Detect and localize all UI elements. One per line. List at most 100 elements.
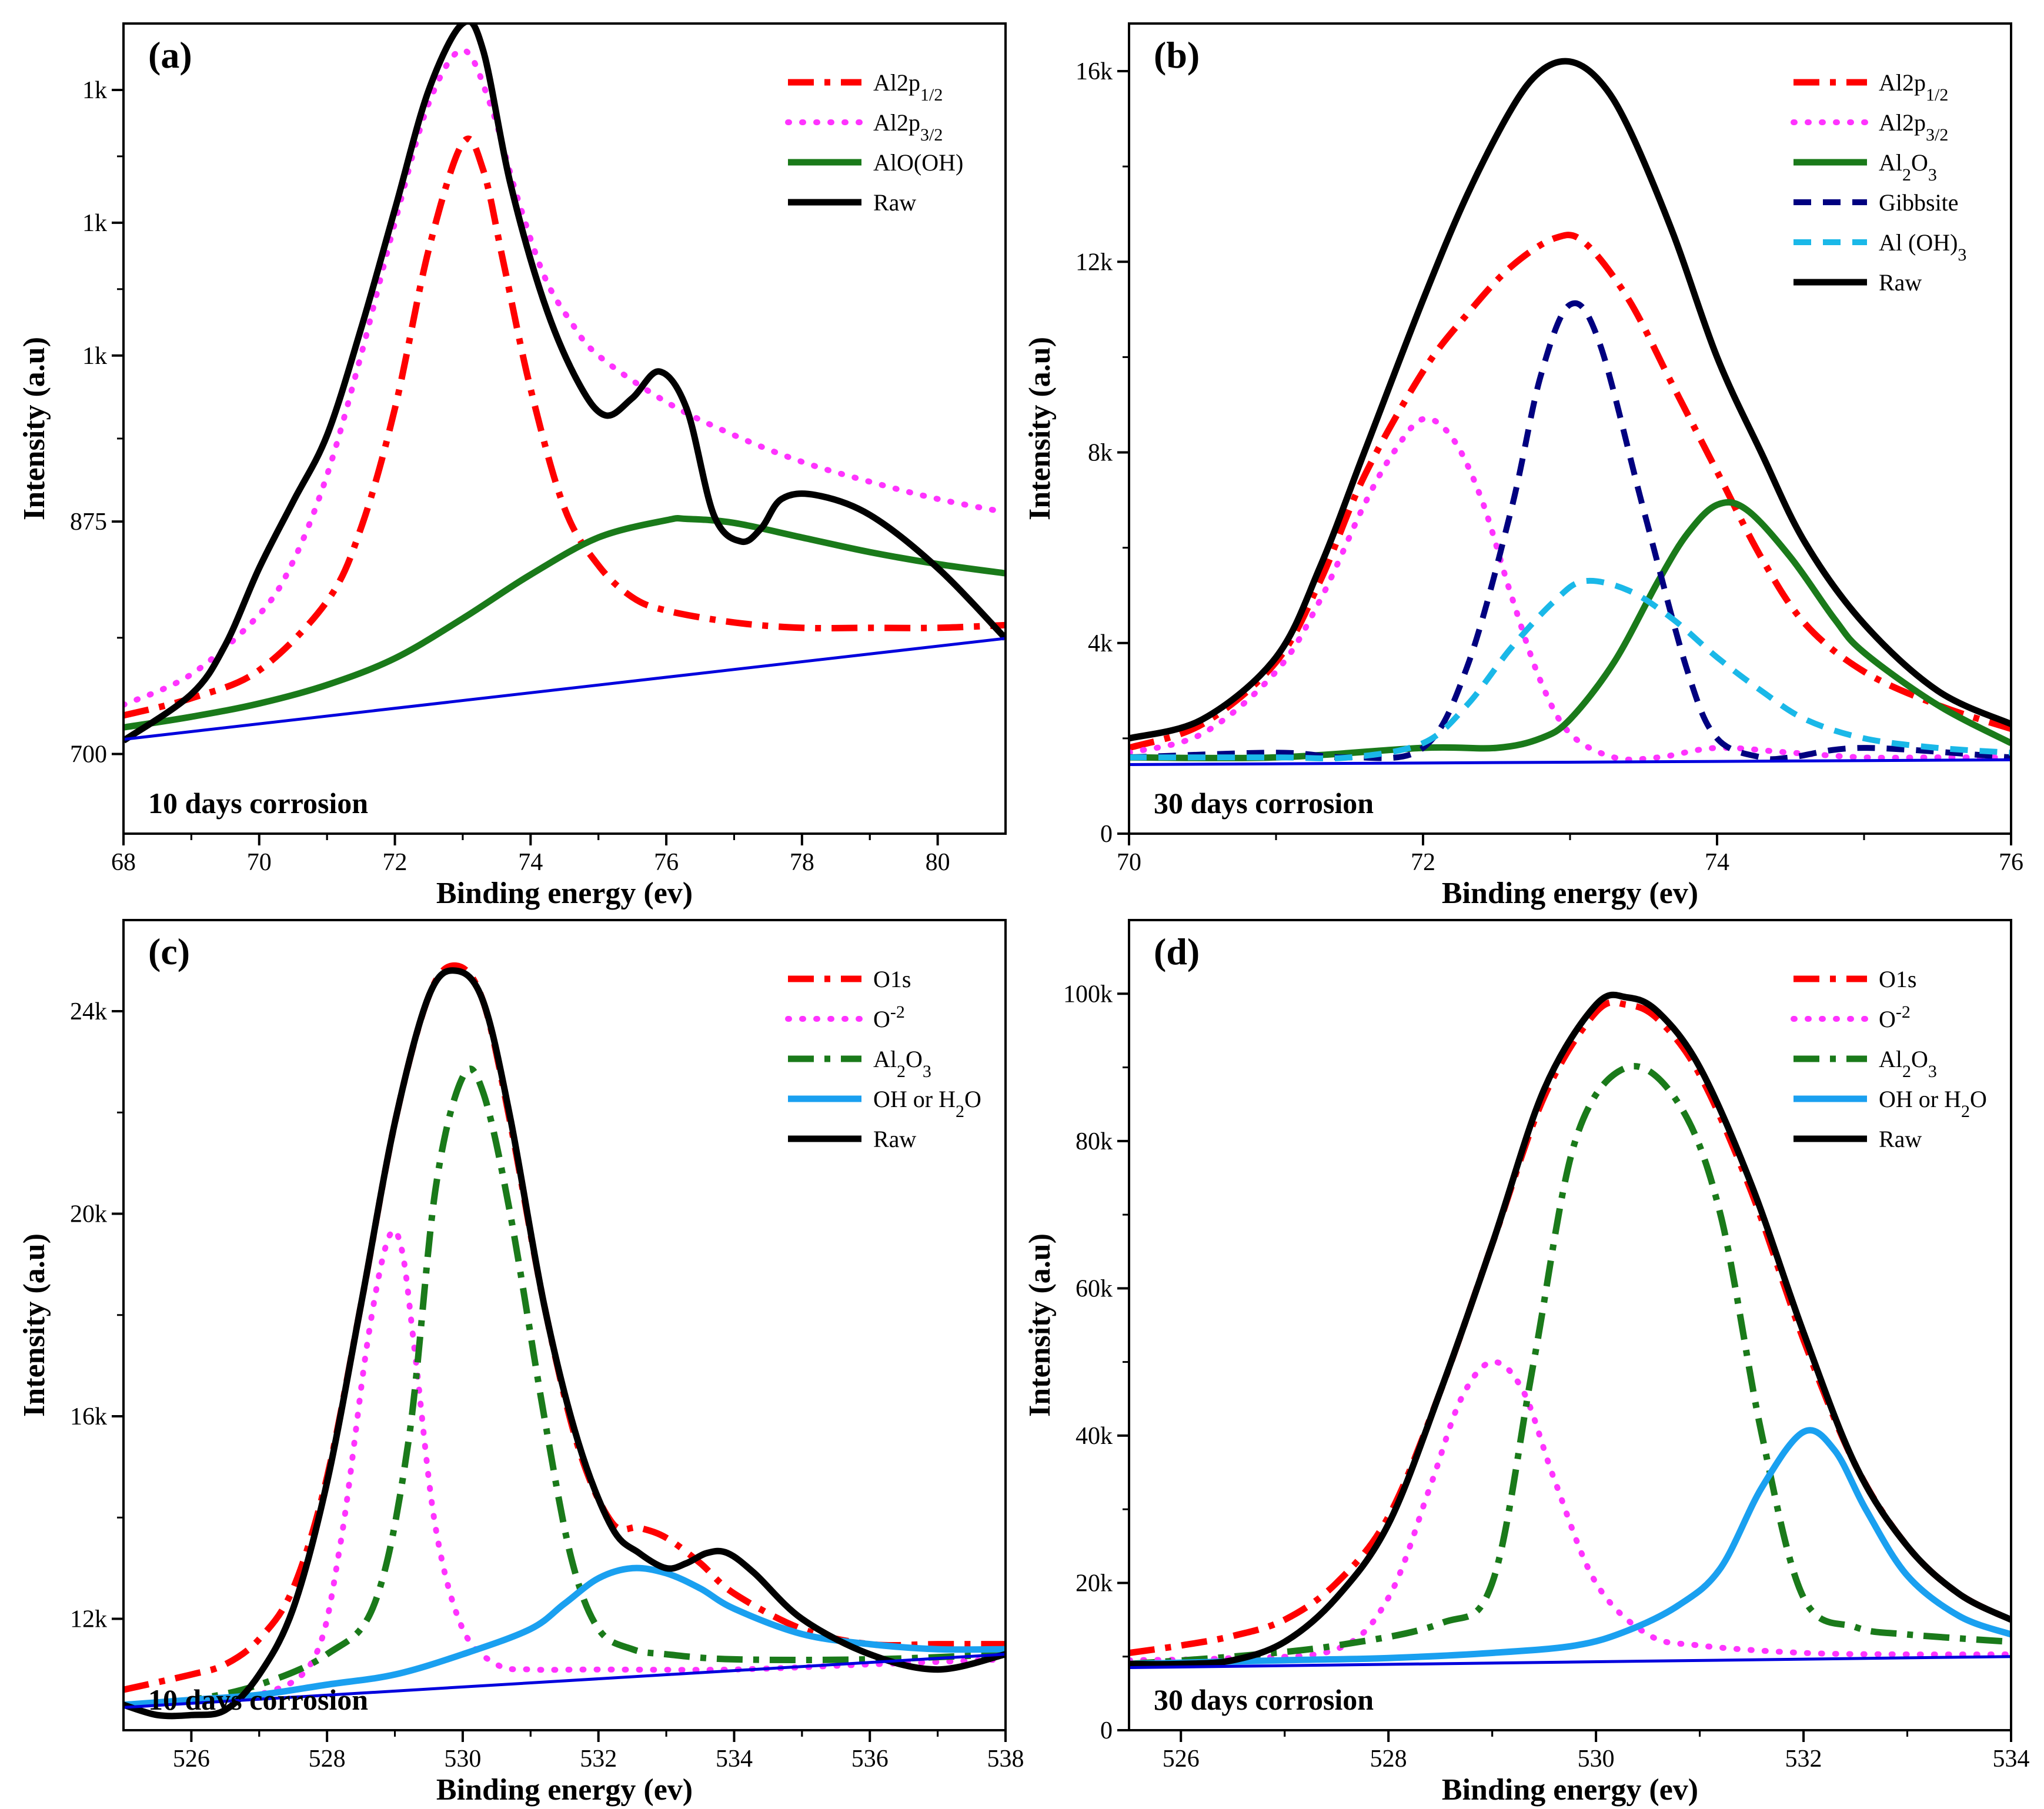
y-tick-label: 20k (1076, 1570, 1113, 1597)
plot-frame (1128, 919, 2012, 1731)
series-line-gibbsite (1129, 300, 2011, 763)
panel-annotation: 10 days corrosion (148, 787, 368, 820)
legend-label: Al2p1/2 (1879, 69, 1948, 105)
y-tick-label: 16k (70, 1403, 107, 1430)
x-tick-label: 72 (1411, 849, 1435, 876)
x-tick-label: 536 (851, 1746, 889, 1773)
series-line-al2 (123, 1065, 1006, 1708)
x-tick-label: 526 (1163, 1746, 1200, 1773)
series-group (1129, 991, 2011, 1669)
x-tick-label: 76 (654, 849, 679, 876)
x-tick-label: 530 (1578, 1746, 1615, 1773)
legend-label: Gibbsite (1879, 189, 1959, 216)
x-axis-label: Binding energy (ev) (436, 877, 693, 910)
series-line-al2 (1129, 499, 2011, 761)
y-tick-label: 100k (1063, 981, 1113, 1008)
y-axis-label: Intensity (a.u) (18, 337, 51, 520)
y-tick-label: 4k (1088, 630, 1113, 657)
x-tick-label: 528 (1370, 1746, 1407, 1773)
series-group (123, 24, 1006, 744)
y-tick-label: 16k (1076, 58, 1113, 85)
y-tick-label: 60k (1076, 1275, 1113, 1302)
panel-annotation: 30 days corrosion (1154, 787, 1374, 820)
y-tick-label: 1k (82, 210, 107, 237)
series-line-alo-oh- (123, 515, 1006, 731)
series-line-baseline (123, 637, 1006, 741)
y-tick-label: 24k (70, 998, 107, 1025)
y-tick-label: 80k (1076, 1128, 1113, 1155)
panel-label: (a) (148, 34, 192, 76)
legend-label: Raw (873, 1126, 916, 1152)
legend-label: Al2p3/2 (1879, 109, 1948, 145)
legend: Al2p1/2 Al2p3/2 Al2O3 Gibbsite Al (OH)3 Raw (1791, 69, 1966, 296)
x-tick-label: 534 (716, 1746, 753, 1773)
legend-label: Raw (1879, 269, 1922, 296)
x-tick-label: 538 (987, 1746, 1024, 1773)
legend-label: OH or H2O (1879, 1086, 1987, 1121)
x-tick-label: 532 (580, 1746, 617, 1773)
legend-label: O-2 (1879, 1002, 1911, 1033)
series-group (1129, 58, 2011, 766)
panel-c: 526 528 530 532 534 536 538 12k 16k 20k 24k Binding… (18, 919, 1024, 1807)
legend-label: Al2p3/2 (873, 109, 943, 145)
legend-label: Al2p1/2 (873, 69, 943, 105)
series-group (123, 962, 1006, 1720)
series-line-oh-or-h (1129, 1427, 2011, 1667)
legend-label: Raw (1879, 1126, 1922, 1152)
legend-label: Raw (873, 189, 916, 216)
x-tick-label: 76 (1999, 849, 2023, 876)
x-tick-label: 528 (309, 1746, 346, 1773)
series-line-o-2 (123, 1228, 1006, 1708)
series-line-raw (123, 24, 1006, 744)
y-tick-label: 875 (70, 509, 107, 536)
y-tick-label: 0 (1100, 821, 1113, 848)
y-tick-label: 12k (1076, 249, 1113, 276)
series-line-raw (1129, 58, 2011, 742)
series-line-o-2 (1129, 1359, 2011, 1663)
legend: Al2p1/2 Al2p3/2 AlO(OH) Raw (785, 69, 963, 216)
panel-label: (b) (1154, 34, 1200, 76)
panel-d: 526 528 530 532 534 0 20k 40k 60k 80k 100k Binding … (1023, 919, 2030, 1807)
x-tick-label: 532 (1785, 1746, 1822, 1773)
y-tick-label: 12k (70, 1606, 107, 1633)
x-tick-label: 530 (444, 1746, 481, 1773)
series-line-raw (123, 967, 1006, 1720)
legend-label: AlO(OH) (873, 149, 963, 176)
y-tick-label: 40k (1076, 1423, 1113, 1450)
series-line-raw (1129, 991, 2011, 1668)
series-line-o1s (123, 962, 1006, 1693)
x-tick-label: 68 (111, 849, 136, 876)
x-tick-label: 80 (926, 849, 950, 876)
legend: O1s O-2 Al2O3 OH or H2O Raw (785, 966, 981, 1152)
legend-label: O1s (1879, 966, 1916, 992)
y-tick-label: 1k (82, 77, 107, 104)
series-line-al-oh- (1129, 577, 2011, 762)
legend-label: OH or H2O (873, 1086, 981, 1121)
x-tick-label: 72 (383, 849, 408, 876)
legend-label: O-2 (873, 1002, 905, 1033)
series-line-al2p1-2 (123, 135, 1006, 719)
legend-label: O1s (873, 966, 911, 992)
legend-label: Al2O3 (1879, 149, 1937, 185)
y-axis-label: Intensity (a.u) (1023, 1233, 1057, 1417)
x-tick-label: 74 (518, 849, 543, 876)
x-tick-label: 70 (247, 849, 272, 876)
x-tick-label: 74 (1705, 849, 1729, 876)
x-tick-label: 534 (1993, 1746, 2030, 1773)
y-tick-label: 0 (1100, 1717, 1113, 1744)
plot-frame (1128, 22, 2012, 835)
series-line-al2 (1129, 1063, 2011, 1667)
series-line-al2p3-2 (1129, 416, 2011, 763)
panel-annotation: 30 days corrosion (1154, 1683, 1374, 1716)
legend-label: Al2O3 (873, 1046, 931, 1081)
panel-label: (d) (1154, 931, 1200, 972)
series-line-baseline (123, 1653, 1006, 1709)
series-line-al2p1-2 (1129, 232, 2011, 751)
legend: O1s O-2 Al2O3 OH or H2O Raw (1791, 966, 1987, 1152)
plot-frame (122, 919, 1007, 1731)
x-tick-label: 70 (1117, 849, 1141, 876)
y-tick-label: 700 (70, 741, 107, 768)
y-tick-label: 1k (82, 343, 107, 370)
y-axis-label: Intensity (a.u) (18, 1233, 51, 1417)
